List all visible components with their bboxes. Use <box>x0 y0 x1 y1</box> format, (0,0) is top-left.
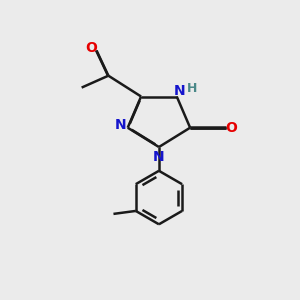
Text: O: O <box>85 41 97 55</box>
Text: O: O <box>225 121 237 135</box>
Text: N: N <box>115 118 126 132</box>
Text: H: H <box>187 82 197 95</box>
Text: N: N <box>173 84 185 98</box>
Text: N: N <box>153 149 165 164</box>
